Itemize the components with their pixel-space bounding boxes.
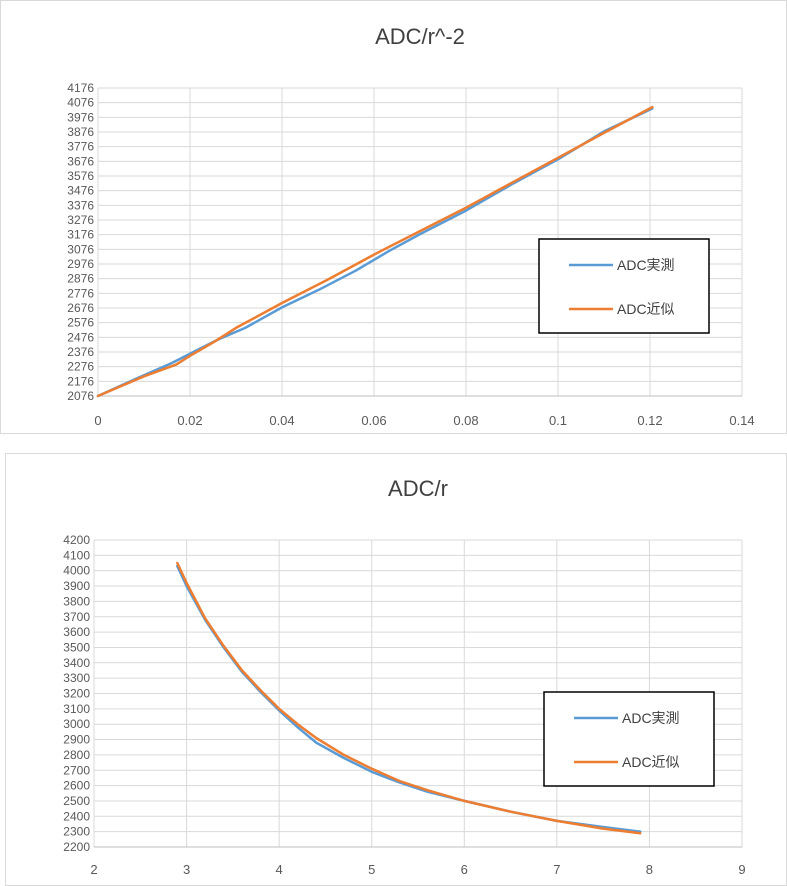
legend-box <box>543 691 715 787</box>
x-tick-label: 7 <box>553 862 560 877</box>
y-tick-label: 3476 <box>67 184 94 198</box>
y-tick-label: 3676 <box>67 154 94 168</box>
y-tick-label: 4176 <box>67 81 94 95</box>
y-tick-label: 3800 <box>63 594 90 608</box>
legend-label: ADC近似 <box>622 754 680 770</box>
y-tick-label: 2500 <box>63 794 90 808</box>
x-tick-label: 0 <box>94 413 101 428</box>
y-tick-label: 2600 <box>63 779 90 793</box>
y-tick-label: 2876 <box>67 272 94 286</box>
y-tick-label: 2576 <box>67 316 94 330</box>
series-line-measured <box>96 107 654 398</box>
x-tick-label: 0.08 <box>453 413 478 428</box>
y-tick-label: 2776 <box>67 286 94 300</box>
y-tick-label: 2276 <box>67 360 94 374</box>
x-tick-label: 9 <box>738 862 745 877</box>
y-tick-label: 2400 <box>63 809 90 823</box>
y-tick-label: 4000 <box>63 564 90 578</box>
chart-panel-adc-r: ADC/r 2200 2300 2400 2500 2600 2700 2800 2900 300… <box>5 453 787 886</box>
y-tick-label: 2976 <box>67 257 94 271</box>
x-tick-label: 5 <box>368 862 375 877</box>
x-tick-label: 0.14 <box>729 413 754 428</box>
x-tick-label: 8 <box>646 862 653 877</box>
y-tick-label: 3400 <box>63 656 90 670</box>
x-tick-label: 0.06 <box>361 413 386 428</box>
y-tick-label: 2376 <box>67 345 94 359</box>
y-tick-label: 3076 <box>67 242 94 256</box>
x-tick-label: 4 <box>276 862 283 877</box>
y-tick-label: 2476 <box>67 330 94 344</box>
chart-title: ADC/r^-2 <box>375 24 465 49</box>
y-tick-label: 2300 <box>63 825 90 839</box>
series-line-approx <box>176 561 642 835</box>
y-tick-label: 2800 <box>63 748 90 762</box>
y-tick-label: 3376 <box>67 198 94 212</box>
y-tick-label: 2076 <box>67 389 94 403</box>
y-tick-label: 2200 <box>63 840 90 854</box>
y-tick-label: 2676 <box>67 301 94 315</box>
y-tick-label: 3176 <box>67 228 94 242</box>
y-tick-label: 3876 <box>67 125 94 139</box>
y-tick-label: 3976 <box>67 110 94 124</box>
y-tick-label: 3500 <box>63 640 90 654</box>
y-tick-label: 3300 <box>63 671 90 685</box>
y-tick-label: 3700 <box>63 610 90 624</box>
y-tick-label: 2176 <box>67 374 94 388</box>
x-tick-label: 2 <box>90 862 97 877</box>
y-tick-label: 2700 <box>63 763 90 777</box>
legend-label: ADC実測 <box>617 257 675 273</box>
legend-box <box>538 238 710 334</box>
y-tick-label: 3600 <box>63 625 90 639</box>
y-tick-label: 4076 <box>67 96 94 110</box>
chart-title: ADC/r <box>388 476 448 501</box>
x-tick-label: 0.02 <box>177 413 202 428</box>
y-tick-label: 3576 <box>67 169 94 183</box>
y-tick-label: 2900 <box>63 733 90 747</box>
y-tick-label: 3200 <box>63 687 90 701</box>
x-tick-label: 0.04 <box>269 413 294 428</box>
y-tick-label: 4200 <box>63 533 90 547</box>
legend-label: ADC実測 <box>622 710 680 726</box>
y-tick-label: 3900 <box>63 579 90 593</box>
legend-label: ADC近似 <box>617 301 675 317</box>
chart-adc-r-inverse-square: ADC/r^-2 20762176227623762476257626762776… <box>67 24 754 428</box>
x-tick-label: 0.12 <box>637 413 662 428</box>
y-tick-label: 3000 <box>63 717 90 731</box>
y-tick-label: 3776 <box>67 140 94 154</box>
series-line-approx <box>96 105 654 398</box>
x-tick-label: 0.1 <box>549 413 567 428</box>
x-tick-label: 6 <box>461 862 468 877</box>
y-tick-label: 3100 <box>63 702 90 716</box>
y-tick-label: 3276 <box>67 213 94 227</box>
x-tick-label: 3 <box>183 862 190 877</box>
y-tick-label: 4100 <box>63 548 90 562</box>
chart-panel-adc-r-inverse-square: ADC/r^-2 2076 2176 2276 2376 2476 2576 2676 2776… <box>0 0 787 434</box>
